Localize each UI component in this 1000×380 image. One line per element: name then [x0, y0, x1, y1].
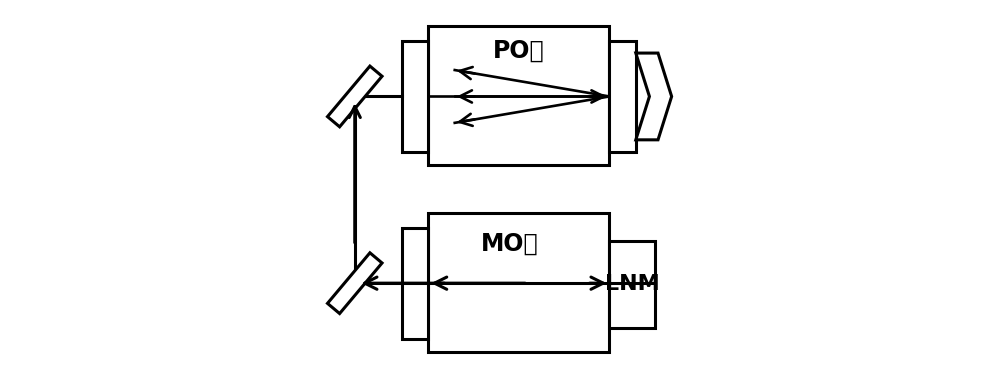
Bar	[428, 213, 609, 352]
Bar	[428, 26, 609, 165]
Polygon shape	[636, 53, 672, 140]
Text: LNM: LNM	[605, 274, 659, 294]
Bar	[402, 41, 428, 152]
Text: MO腔: MO腔	[481, 231, 539, 255]
Text: PO腔: PO腔	[493, 39, 545, 63]
Polygon shape	[327, 253, 382, 314]
Bar	[609, 241, 655, 328]
Polygon shape	[327, 66, 382, 127]
Bar	[609, 41, 636, 152]
Bar	[402, 228, 428, 339]
